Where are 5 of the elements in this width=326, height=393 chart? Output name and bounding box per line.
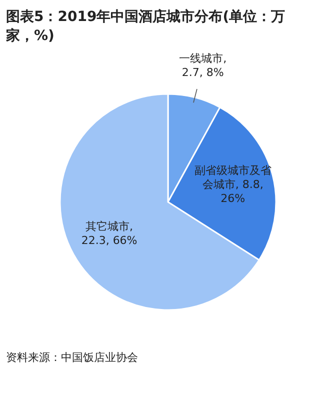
text: 资料来源：中国饭店业协会 — [6, 350, 138, 365]
slice-label: 一线城市, 2.7, 8% — [178, 52, 228, 80]
slice-label: 其它城市, 22.3, 66% — [80, 220, 138, 248]
slice-label: 副省级城市及省会城市, 8.8, 26% — [193, 164, 272, 206]
chart-title: 图表5：2019年中国酒店城市分布(单位：万家，%) — [6, 8, 286, 46]
